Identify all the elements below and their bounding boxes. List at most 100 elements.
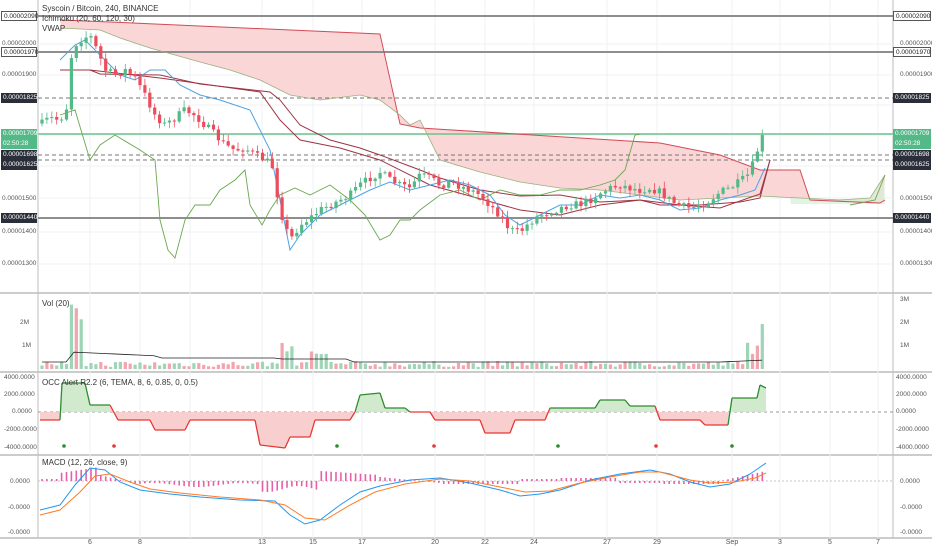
volume-bar <box>197 363 201 369</box>
candle-body <box>265 158 269 161</box>
candle-body <box>378 172 382 179</box>
candle-body <box>447 180 451 188</box>
occ-line <box>654 405 661 421</box>
macd-tick-right: -0.0000 <box>900 529 923 536</box>
macd-histogram-bar <box>178 481 180 486</box>
volume-bar <box>339 363 343 369</box>
occ-fill <box>600 400 625 412</box>
candle-body <box>491 205 495 208</box>
candle-body <box>667 196 671 199</box>
candle-body <box>388 172 392 177</box>
x-axis-label: 20 <box>431 539 439 546</box>
occ-fill <box>760 385 766 412</box>
candle-body <box>741 175 745 180</box>
occ-legend[interactable]: OCC Alert R2.2 (6, TEMA, 8, 6, 0.85, 0, … <box>42 378 198 387</box>
occ-tick-left: -2000.0000 <box>4 426 37 433</box>
symbol-title[interactable]: Syscoin / Bitcoin, 240, BINANCE <box>42 4 159 13</box>
occ-fill <box>62 383 85 412</box>
volume-bar <box>133 364 137 369</box>
candle-body <box>564 206 568 210</box>
volume-bar <box>251 363 255 369</box>
macd-legend[interactable]: MACD (12, 26, close, 9) <box>42 458 128 467</box>
candle-body <box>344 199 348 201</box>
candle-body <box>442 185 446 188</box>
occ-fill <box>385 408 405 412</box>
candle-body <box>662 188 666 199</box>
volume-bar <box>354 361 358 369</box>
occ-line <box>727 397 733 426</box>
candle-body <box>329 206 333 209</box>
volume-bar <box>471 363 475 369</box>
macd-histogram-bar <box>340 472 342 481</box>
x-axis-label: 8 <box>138 539 142 546</box>
volume-bar <box>305 362 309 369</box>
occ-fill <box>360 393 380 412</box>
occ-fill <box>435 412 480 420</box>
price-badge-left-1440: 0.00001440 <box>1 213 38 223</box>
volume-bar <box>648 364 652 369</box>
occ-line <box>359 392 381 396</box>
volume-bar <box>153 362 157 369</box>
occ-tick-left: 4000.0000 <box>4 374 35 381</box>
candle-body <box>594 198 598 204</box>
volume-bar <box>344 364 348 369</box>
tenkan-line <box>59 39 766 252</box>
volume-bar <box>398 365 402 369</box>
macd-histogram-bar <box>506 481 509 484</box>
occ-line <box>84 382 91 406</box>
horizontal-levels[interactable] <box>38 15 893 219</box>
macd-histogram-bar <box>134 481 136 484</box>
candle-body <box>74 46 78 59</box>
volume-bar <box>378 366 382 369</box>
volume-bar <box>221 363 225 369</box>
occ-fill <box>480 412 485 433</box>
volume-bar <box>613 366 617 369</box>
macd-histogram-bar <box>536 479 538 481</box>
volume-bar <box>501 365 505 369</box>
macd-histogram-bar <box>741 476 744 481</box>
macd-histogram-bar <box>663 481 666 484</box>
vwap-legend[interactable]: VWAP <box>42 24 66 33</box>
volume-bar <box>285 351 289 369</box>
occ-signal-dot <box>556 444 560 448</box>
macd-histogram-bar <box>104 476 107 481</box>
x-axis-label: 27 <box>603 539 611 546</box>
macd-histogram-bar <box>188 481 190 487</box>
macd-histogram-bar <box>359 473 362 481</box>
macd-histogram-bar <box>173 481 176 485</box>
macd-histogram-bar <box>496 481 499 484</box>
macd-histogram-bar <box>575 478 577 481</box>
volume-legend[interactable]: Vol (20) <box>42 299 70 308</box>
occ-line <box>594 399 601 409</box>
volume-bar <box>530 362 534 369</box>
candle-body <box>530 223 534 225</box>
price-badge-left-1625: 0.00001625 <box>1 160 38 170</box>
volume-bar <box>628 361 632 369</box>
volume-tick: 2M <box>900 319 910 326</box>
macd-histogram-bar <box>384 477 386 481</box>
price-tick-left: 0.00001400 <box>2 228 37 235</box>
candles[interactable] <box>40 31 764 240</box>
macd-histogram-bar <box>300 481 303 487</box>
volume-bar <box>520 362 524 369</box>
volume-bar <box>755 345 759 369</box>
volume-bar <box>594 366 598 369</box>
x-axis-label: 5 <box>828 539 832 546</box>
ichimoku-legend[interactable]: Ichimoku (20, 60, 120, 30) <box>42 14 135 23</box>
candle-body <box>241 150 245 152</box>
macd-histogram-bar <box>389 477 391 481</box>
occ-fill <box>630 406 655 412</box>
macd-histogram-bar <box>330 471 332 481</box>
volume-bar <box>45 362 49 369</box>
macd-histogram-bar <box>276 481 278 491</box>
occ-signal-dot <box>112 444 116 448</box>
volume-bar <box>427 364 431 369</box>
kumo-fill-bull <box>790 176 885 204</box>
volume-bar <box>334 363 338 369</box>
macd-histogram-bar <box>310 481 313 489</box>
macd-histogram-bar <box>501 481 504 484</box>
volume-bar <box>643 365 647 369</box>
candle-body <box>226 141 230 146</box>
x-axis-label: 7 <box>876 539 880 546</box>
